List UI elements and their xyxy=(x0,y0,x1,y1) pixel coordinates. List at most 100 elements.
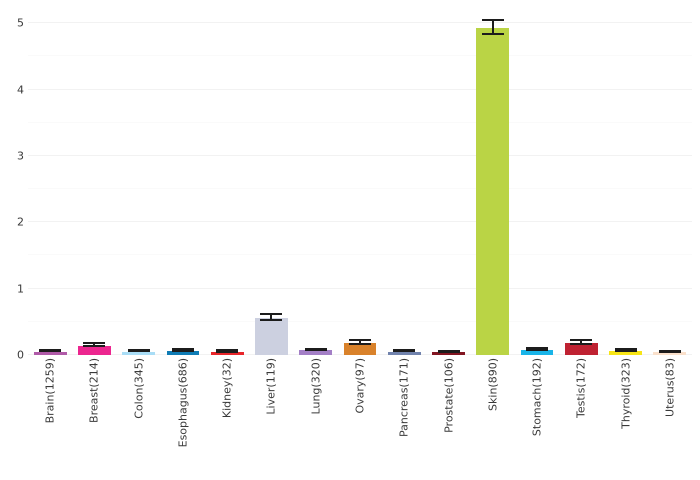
error-bar-cap-lower xyxy=(437,351,460,354)
x-tick: Stomach(192) xyxy=(521,358,554,476)
bar-group[interactable] xyxy=(564,10,598,355)
error-bar-cap-lower xyxy=(216,350,239,353)
gridline-major xyxy=(28,88,692,90)
x-tick-label: Prostate(106) xyxy=(442,358,456,433)
bar[interactable] xyxy=(343,343,377,355)
error-bar-cap-lower xyxy=(526,348,549,351)
error-bar-cap-upper xyxy=(437,349,460,352)
y-tick-label: 2 xyxy=(17,215,24,229)
bar-group[interactable] xyxy=(210,10,244,355)
x-tick: Kidney(32) xyxy=(211,358,244,476)
error-bar-cap-lower xyxy=(658,351,681,354)
bar-group[interactable] xyxy=(299,10,333,355)
error-bar-cap-upper xyxy=(260,312,283,315)
bar-group[interactable] xyxy=(343,10,377,355)
x-tick-label: Breast(214) xyxy=(87,358,101,423)
x-tick-label: Pancreas(171) xyxy=(397,358,411,437)
x-tick: Pancreas(171) xyxy=(388,358,421,476)
x-tick-label: Kidney(32) xyxy=(220,358,234,419)
x-tick-label: Colon(345) xyxy=(132,358,146,419)
bar[interactable] xyxy=(432,352,465,355)
y-tick-label: 5 xyxy=(17,16,24,30)
plot-area xyxy=(28,10,692,355)
error-bar-cap-lower xyxy=(348,342,371,345)
bar[interactable] xyxy=(564,343,598,355)
x-tick: Ovary(97) xyxy=(344,358,377,476)
y-tick-label: 3 xyxy=(17,149,24,163)
bar[interactable] xyxy=(653,352,687,355)
bar[interactable] xyxy=(78,345,111,355)
x-tick: Testis(172) xyxy=(565,358,598,476)
y-tick-label: 4 xyxy=(17,83,24,97)
bar[interactable] xyxy=(33,351,67,355)
error-bar-cap-lower xyxy=(171,349,194,352)
gridline-minor xyxy=(28,188,692,190)
x-tick: Brain(1259) xyxy=(34,358,67,476)
x-tick-label: Skin(890) xyxy=(486,358,500,411)
error-bar-stem xyxy=(491,20,494,36)
error-bar-cap-upper xyxy=(570,339,593,342)
x-tick: Liver(119) xyxy=(255,358,288,476)
bar-group[interactable] xyxy=(520,10,554,355)
bar-group[interactable] xyxy=(653,10,687,355)
error-bar-cap-upper xyxy=(83,342,106,345)
error-bar-stem xyxy=(270,314,273,322)
error-bar-cap-upper xyxy=(127,348,150,351)
bar-group[interactable] xyxy=(122,10,156,355)
gridline-minor xyxy=(28,320,692,322)
bar-group[interactable] xyxy=(255,10,288,355)
gridline-major xyxy=(28,287,692,289)
error-bar-cap-lower xyxy=(260,319,283,322)
y-tick-label: 0 xyxy=(17,348,24,362)
bar[interactable] xyxy=(476,27,510,355)
error-bar-cap-upper xyxy=(393,348,416,351)
x-tick: Colon(345) xyxy=(122,358,155,476)
bar-group[interactable] xyxy=(387,10,421,355)
x-tick: Prostate(106) xyxy=(432,358,465,476)
bar[interactable] xyxy=(609,351,642,355)
error-bar-cap-upper xyxy=(658,349,681,352)
error-bar-cap-lower xyxy=(614,349,637,352)
bar[interactable] xyxy=(210,351,244,355)
error-bar-cap-upper xyxy=(614,348,637,351)
x-tick-label: Liver(119) xyxy=(264,358,278,415)
bar-group[interactable] xyxy=(609,10,642,355)
x-tick: Breast(214) xyxy=(78,358,111,476)
error-bar-cap-upper xyxy=(216,348,239,351)
bar-group[interactable] xyxy=(78,10,111,355)
error-bar-cap-lower xyxy=(393,350,416,353)
error-bar-cap-upper xyxy=(39,348,62,351)
bar[interactable] xyxy=(520,349,554,355)
error-bar-cap-upper xyxy=(348,339,371,342)
y-axis: 0 1 2 3 4 5 xyxy=(0,10,24,361)
bar[interactable] xyxy=(387,351,421,355)
x-tick-label: Testis(172) xyxy=(574,358,588,419)
gridline-major xyxy=(28,154,692,156)
x-tick: Uterus(83) xyxy=(653,358,686,476)
bar[interactable] xyxy=(299,350,333,355)
error-bar-cap-upper xyxy=(481,18,504,21)
x-tick-label: Esophagus(686) xyxy=(176,358,190,448)
error-bar-cap-lower xyxy=(304,349,327,352)
x-tick-label: Brain(1259) xyxy=(43,358,57,424)
bar-group[interactable] xyxy=(432,10,465,355)
bar[interactable] xyxy=(255,317,288,355)
error-bar-cap-lower xyxy=(83,345,106,348)
x-tick: Skin(890) xyxy=(476,358,509,476)
error-bar-cap-upper xyxy=(304,347,327,350)
bar-group[interactable] xyxy=(166,10,200,355)
error-bar-cap-upper xyxy=(526,346,549,349)
bar-group[interactable] xyxy=(476,10,510,355)
error-bar-cap-lower xyxy=(127,350,150,353)
x-tick: Lung(320) xyxy=(299,358,332,476)
bar[interactable] xyxy=(122,351,156,355)
x-tick-label: Lung(320) xyxy=(309,358,323,415)
error-bar-cap-lower xyxy=(481,33,504,36)
gridline-minor xyxy=(28,254,692,256)
x-tick-label: Thyroid(323) xyxy=(619,358,633,429)
bar[interactable] xyxy=(166,351,200,355)
bar-group[interactable] xyxy=(33,10,67,355)
x-tick: Esophagus(686) xyxy=(167,358,200,476)
bars-layer xyxy=(28,10,692,355)
